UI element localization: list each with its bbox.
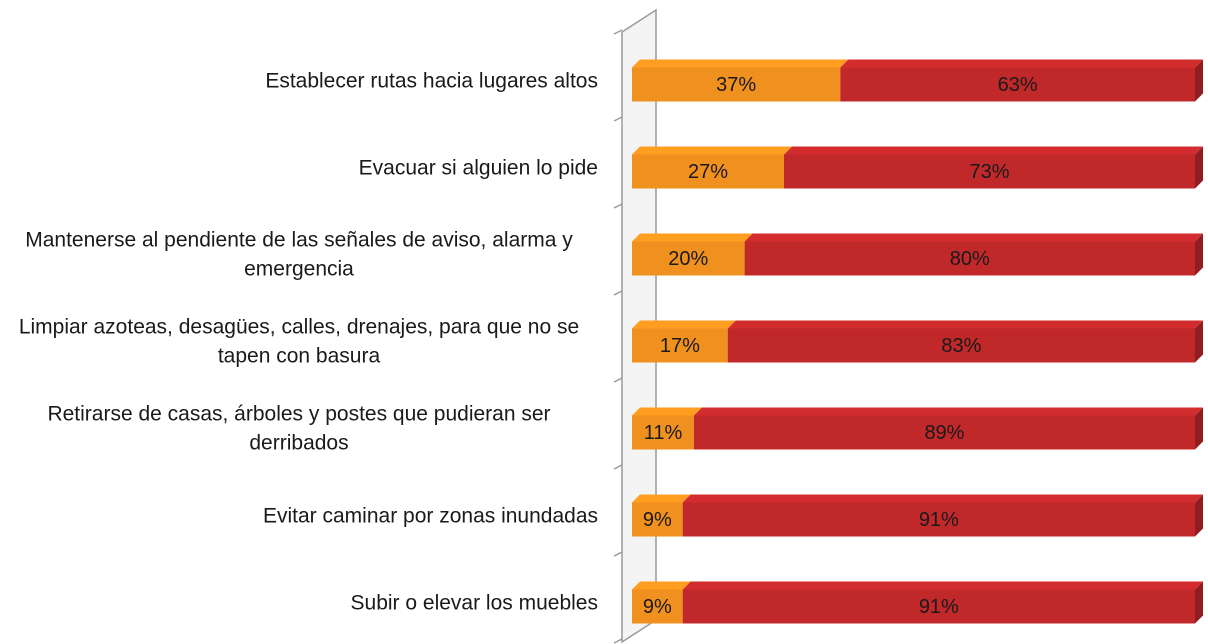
category-label: Establecer rutas hacia lugares altos bbox=[0, 66, 598, 95]
value-label: 80% bbox=[950, 248, 990, 270]
bar bbox=[784, 154, 1195, 189]
bar-top bbox=[632, 407, 702, 416]
bar-end bbox=[1195, 59, 1203, 102]
bar bbox=[632, 154, 785, 189]
category-label: Evacuar si alguien lo pide bbox=[0, 153, 598, 182]
category-text: Evacuar si alguien lo pide bbox=[358, 155, 598, 179]
value-label: 91% bbox=[919, 596, 959, 618]
bar bbox=[632, 502, 683, 537]
category-text: Evitar caminar por zonas inundadas bbox=[262, 503, 598, 527]
value-label: 27% bbox=[688, 161, 728, 183]
value-label: 73% bbox=[969, 161, 1009, 183]
bar-end bbox=[1195, 407, 1203, 450]
axis-tick bbox=[613, 29, 623, 35]
value-label: 63% bbox=[998, 74, 1038, 96]
value-label: 9% bbox=[643, 509, 672, 531]
bar-end bbox=[1195, 494, 1203, 537]
bar-top bbox=[632, 581, 691, 590]
axis-tick bbox=[613, 290, 623, 296]
bar-top bbox=[632, 233, 753, 242]
bar-end bbox=[1195, 320, 1203, 363]
bar-top bbox=[744, 233, 1203, 242]
category-text: Establecer rutas hacia lugares altos bbox=[265, 68, 598, 92]
value-label: 20% bbox=[668, 248, 708, 270]
bar bbox=[632, 241, 745, 276]
axis-tick bbox=[613, 377, 623, 383]
bar bbox=[682, 502, 1195, 537]
bar-end bbox=[1195, 233, 1203, 276]
value-label: 83% bbox=[941, 335, 981, 357]
bar-end bbox=[1195, 146, 1203, 189]
bar-top bbox=[693, 407, 1203, 416]
category-label: Limpiar azoteas, desagües, calles, drena… bbox=[0, 312, 598, 371]
axis-tick bbox=[613, 203, 623, 209]
bar bbox=[632, 415, 694, 450]
value-label: 91% bbox=[919, 509, 959, 531]
category-text: Subir o elevar los muebles bbox=[350, 590, 598, 614]
bar bbox=[840, 67, 1195, 102]
axis-tick bbox=[613, 464, 623, 470]
category-label: Subir o elevar los muebles bbox=[0, 588, 598, 617]
axis-tick bbox=[613, 551, 623, 557]
bar bbox=[632, 67, 841, 102]
axis-tick bbox=[613, 638, 623, 644]
value-label: 37% bbox=[716, 74, 756, 96]
category-label: Evitar caminar por zonas inundadas bbox=[0, 501, 598, 530]
value-label: 9% bbox=[643, 596, 672, 618]
bar bbox=[682, 589, 1195, 624]
bar-top bbox=[632, 59, 849, 68]
category-label: Mantenerse al pendiente de las señales d… bbox=[0, 225, 598, 284]
bar-top bbox=[682, 581, 1203, 590]
bar-top bbox=[840, 59, 1203, 68]
value-label: 11% bbox=[644, 422, 683, 444]
bar-top bbox=[632, 146, 793, 155]
bar bbox=[744, 241, 1195, 276]
value-label: 89% bbox=[924, 422, 964, 444]
category-text: Retirarse de casas, árboles y postes que… bbox=[47, 402, 551, 455]
bar-top bbox=[784, 146, 1203, 155]
bar bbox=[632, 589, 683, 624]
bar-top bbox=[632, 320, 736, 329]
bar bbox=[693, 415, 1195, 450]
bar-top bbox=[727, 320, 1203, 329]
category-text: Mantenerse al pendiente de las señales d… bbox=[25, 228, 573, 281]
bar-top bbox=[632, 494, 691, 503]
bar bbox=[727, 328, 1195, 363]
category-label: Retirarse de casas, árboles y postes que… bbox=[0, 399, 598, 458]
value-label: 17% bbox=[660, 335, 700, 357]
bar-end bbox=[1195, 581, 1203, 624]
category-text: Limpiar azoteas, desagües, calles, drena… bbox=[18, 315, 580, 368]
bar-top bbox=[682, 494, 1203, 503]
bar bbox=[632, 328, 728, 363]
axis-tick bbox=[613, 116, 623, 122]
